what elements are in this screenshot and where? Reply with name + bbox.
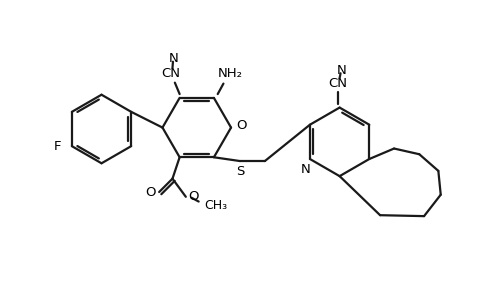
Text: O: O	[188, 190, 199, 203]
Text: CH₃: CH₃	[204, 199, 227, 212]
Text: CN: CN	[328, 77, 347, 90]
Text: O: O	[236, 119, 247, 132]
Text: O: O	[145, 186, 156, 198]
Text: F: F	[54, 140, 61, 153]
Text: NH₂: NH₂	[218, 67, 243, 80]
Text: N: N	[301, 163, 311, 176]
Text: S: S	[236, 165, 244, 178]
Text: N: N	[169, 52, 179, 65]
Text: CN: CN	[162, 67, 181, 80]
Text: N: N	[337, 64, 347, 77]
